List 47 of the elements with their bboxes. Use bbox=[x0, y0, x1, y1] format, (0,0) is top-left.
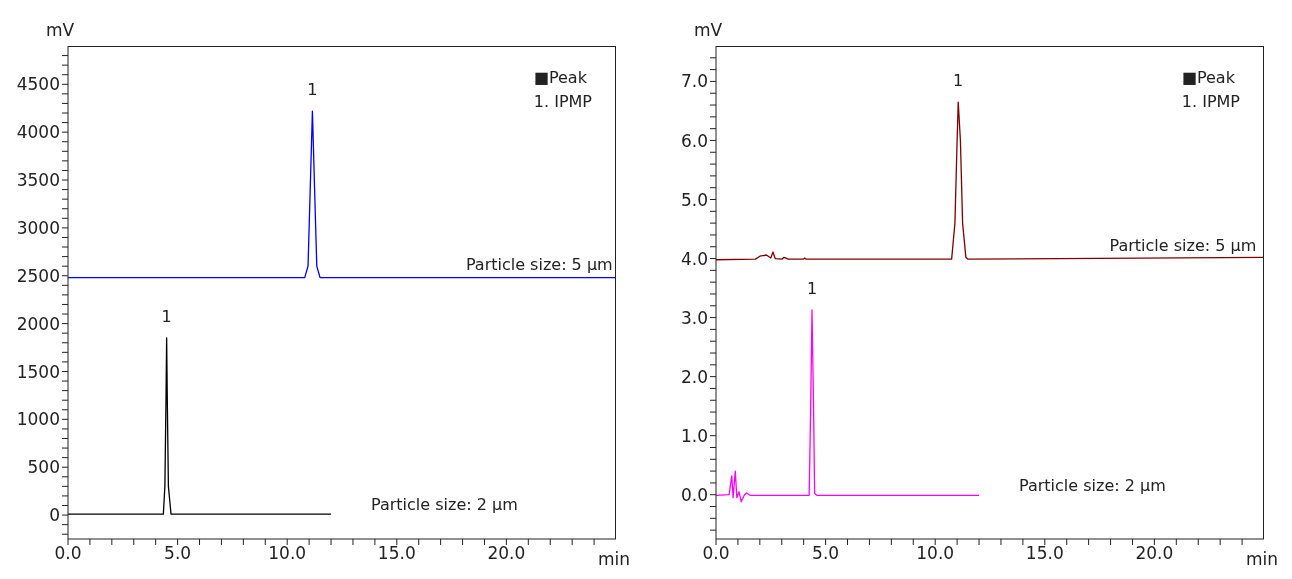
line-series bbox=[716, 309, 980, 503]
y-tick-label: 4500 bbox=[16, 74, 60, 95]
x-tick-label: 5.0 bbox=[812, 543, 840, 564]
line-series bbox=[68, 110, 616, 279]
y-axis-title: mV bbox=[46, 20, 75, 40]
annotation: Particle size: 2 µm bbox=[1019, 475, 1166, 495]
annotation: Particle size: 5 µm bbox=[1109, 235, 1257, 255]
y-tick-label: 500 bbox=[27, 457, 60, 478]
line-series bbox=[68, 337, 332, 515]
x-tick-label: 15.0 bbox=[377, 543, 416, 564]
annotation: 1 bbox=[953, 71, 964, 91]
y-tick-label: 7.0 bbox=[680, 71, 708, 92]
annotation: 1 bbox=[806, 278, 818, 298]
x-axis-title: min bbox=[598, 549, 631, 569]
y-tick-label: 2000 bbox=[16, 313, 60, 334]
y-tick-label: 2500 bbox=[16, 265, 60, 286]
annotation: ■Peak bbox=[533, 67, 588, 89]
y-axis-title: mV bbox=[694, 20, 723, 40]
x-tick-label: 10.0 bbox=[268, 543, 307, 564]
y-tick-label: 3000 bbox=[16, 217, 60, 238]
y-tick-label: 5.0 bbox=[680, 189, 708, 210]
x-tick-label: 20.0 bbox=[1135, 543, 1174, 564]
y-tick-label: 4.0 bbox=[680, 248, 708, 269]
y-tick-label: 3500 bbox=[16, 170, 60, 191]
y-tick-label: 6.0 bbox=[680, 130, 708, 151]
y-tick-label: 1.0 bbox=[680, 425, 708, 446]
x-tick-label: 5.0 bbox=[164, 543, 192, 564]
x-tick-label: 0.0 bbox=[702, 543, 730, 564]
x-axis-title: min bbox=[1246, 549, 1279, 569]
y-tick-label: 1000 bbox=[16, 409, 60, 430]
annotation: 1 bbox=[161, 306, 172, 326]
x-tick-label: 15.0 bbox=[1025, 543, 1064, 564]
x-tick-label: 10.0 bbox=[916, 543, 955, 564]
annotation: 1. IPMP bbox=[533, 91, 592, 113]
annotation: Particle size: 5 µm bbox=[465, 254, 613, 274]
y-tick-label: 2.0 bbox=[680, 366, 708, 387]
x-tick-label: 20.0 bbox=[487, 543, 526, 564]
y-tick-label: 4000 bbox=[16, 122, 60, 143]
annotation: 1. IPMP bbox=[1181, 91, 1240, 113]
annotation: 1 bbox=[307, 80, 318, 100]
annotation: Particle size: 2 µm bbox=[371, 494, 518, 514]
y-tick-label: 0 bbox=[49, 505, 60, 526]
x-tick-label: 0.0 bbox=[54, 543, 82, 564]
y-tick-label: 3.0 bbox=[680, 307, 708, 328]
y-tick-label: 1500 bbox=[16, 361, 60, 382]
y-tick-label: 0.0 bbox=[680, 484, 708, 505]
annotation: ■Peak bbox=[1181, 67, 1236, 89]
